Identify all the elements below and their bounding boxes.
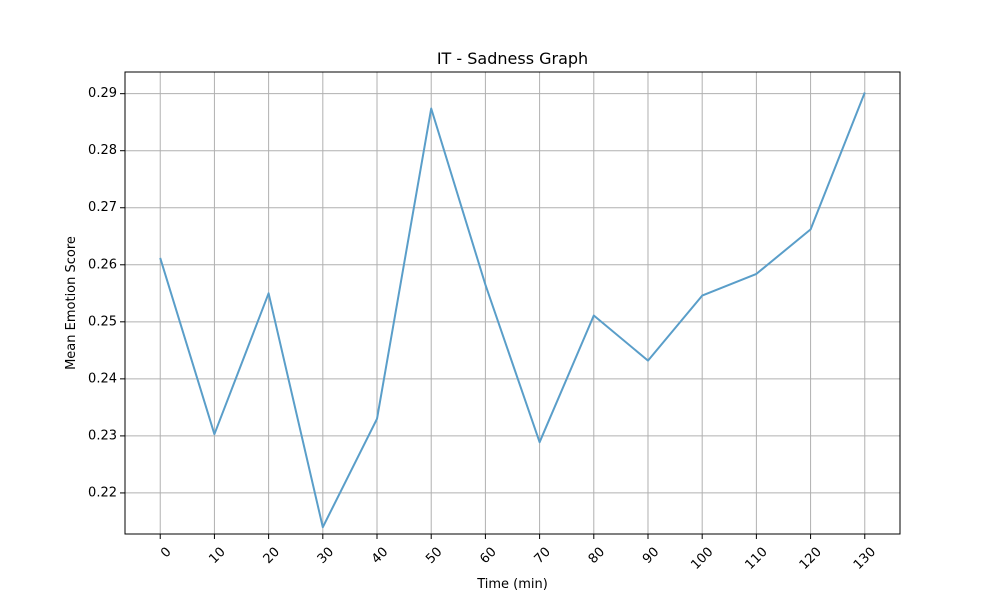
y-tick-label: 0.23 <box>88 428 117 443</box>
series-line <box>159 92 866 529</box>
chart-title: IT - Sadness Graph <box>437 49 588 68</box>
grid <box>125 72 900 534</box>
y-tick-label: 0.25 <box>88 314 117 329</box>
y-tick-label: 0.24 <box>88 371 117 386</box>
x-axis-title: Time (min) <box>476 577 548 592</box>
plot-area-frame <box>124 71 901 535</box>
y-tick-label: 0.28 <box>88 143 117 158</box>
y-tick-label: 0.26 <box>88 257 117 272</box>
series-layer <box>159 92 866 529</box>
y-axis: 0.22 0.23 0.24 0.25 0.26 0.27 0.28 0.29 <box>88 86 125 500</box>
y-tick-label: 0.22 <box>88 485 117 500</box>
y-tick-label: 0.29 <box>88 86 117 101</box>
y-axis-title: Mean Emotion Score <box>64 236 79 370</box>
y-tick-label: 0.27 <box>88 200 117 215</box>
